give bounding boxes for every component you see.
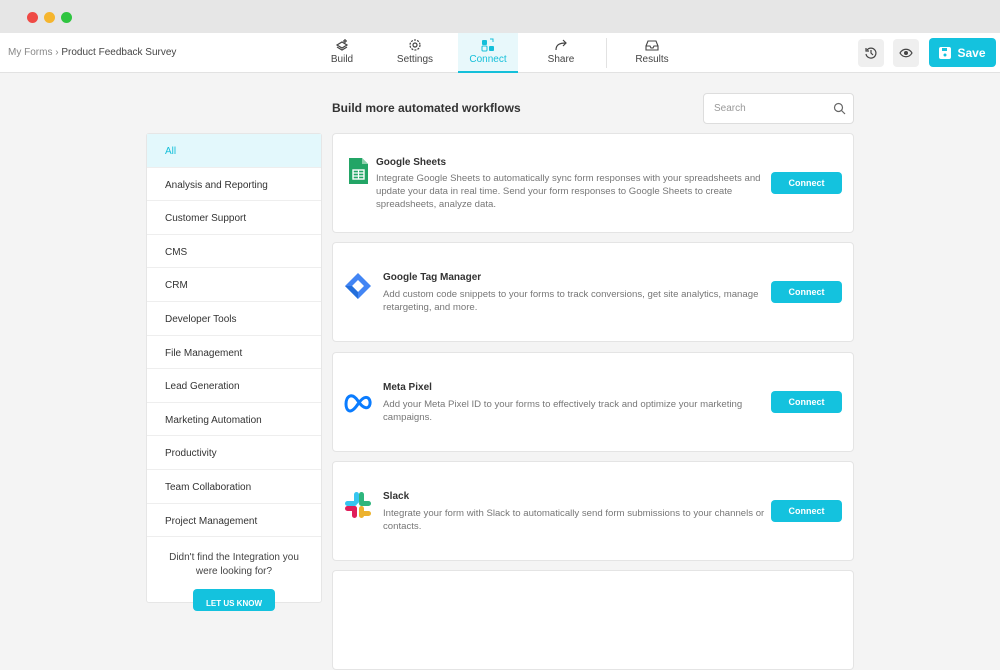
category-team-collaboration[interactable]: Team Collaboration [147,470,321,504]
integration-card-meta-pixel: Meta Pixel Add your Meta Pixel ID to you… [332,352,854,452]
breadcrumb-separator: › [55,47,59,58]
divider [606,38,607,68]
preview-button[interactable] [893,39,919,67]
category-analysis-and-reporting[interactable]: Analysis and Reporting [147,168,321,202]
save-button[interactable]: Save [929,38,996,67]
integration-name: Meta Pixel [383,382,432,393]
integration-description: Integrate your form with Slack to automa… [383,508,765,532]
category-crm[interactable]: CRM [147,268,321,302]
tab-label: Results [635,54,669,65]
tab-connect[interactable]: Connect [458,33,518,73]
connect-meta-pixel-button[interactable]: Connect [771,391,842,413]
category-customer-support[interactable]: Customer Support [147,201,321,235]
history-button[interactable] [858,39,884,67]
google-tag-manager-icon [345,273,371,299]
search-placeholder: Search [714,103,746,114]
category-developer-tools[interactable]: Developer Tools [147,302,321,336]
tab-build[interactable]: Build [312,33,372,73]
category-sidebar: All Analysis and Reporting Customer Supp… [146,133,322,612]
maximize-window-button[interactable] [61,12,72,23]
category-cms[interactable]: CMS [147,235,321,269]
top-nav: My Forms › Product Feedback Survey Build… [0,33,1000,73]
connect-icon [481,38,494,52]
tab-label: Share [547,54,575,65]
google-sheets-icon [349,158,368,184]
let-us-know-button[interactable]: LET US KNOW [193,589,275,612]
category-marketing-automation[interactable]: Marketing Automation [147,403,321,437]
connect-slack-button[interactable]: Connect [771,500,842,522]
breadcrumb: My Forms › Product Feedback Survey [8,47,176,58]
integration-card-partial [332,570,854,670]
breadcrumb-current: Product Feedback Survey [61,47,177,58]
slack-icon [345,492,371,518]
minimize-window-button[interactable] [44,12,55,23]
search-icon [833,102,846,115]
category-lead-generation[interactable]: Lead Generation [147,369,321,403]
integration-description: Add your Meta Pixel ID to your forms to … [383,399,743,423]
category-file-management[interactable]: File Management [147,336,321,370]
tab-label: Connect [469,54,507,65]
meta-icon [344,394,372,413]
integration-card-google-tag-manager: Google Tag Manager Add custom code snipp… [332,242,854,342]
integration-description: Integrate Google Sheets to automatically… [376,173,761,210]
tab-share[interactable]: Share [531,33,591,73]
category-project-management[interactable]: Project Management [147,504,321,538]
close-window-button[interactable] [27,12,38,23]
page-heading: Build more automated workflows [332,101,521,115]
tab-results[interactable]: Results [622,33,682,73]
tab-label: Settings [396,54,434,65]
help-box: Didn't find the Integration you were loo… [147,537,321,612]
category-all[interactable]: All [147,134,321,168]
integration-name: Slack [383,491,410,502]
integration-card-google-sheets: Google Sheets Integrate Google Sheets to… [332,133,854,233]
inbox-icon [645,40,659,51]
share-icon [555,39,567,51]
gear-icon [409,39,421,51]
breadcrumb-my-forms[interactable]: My Forms [8,47,53,58]
save-icon [939,46,952,59]
save-label: Save [957,45,986,60]
connect-google-sheets-button[interactable]: Connect [771,172,842,194]
integration-name: Google Tag Manager [383,272,482,283]
integration-name: Google Sheets [376,157,447,168]
tab-label: Build [330,54,354,65]
eye-icon [899,48,913,58]
window-titlebar [0,0,1000,33]
help-text: Didn't find the Integration you were loo… [169,552,299,578]
history-icon [865,47,877,59]
integration-description: Add custom code snippets to your forms t… [383,289,759,313]
connect-google-tag-manager-button[interactable]: Connect [771,281,842,303]
category-productivity[interactable]: Productivity [147,436,321,470]
tab-settings[interactable]: Settings [385,33,445,73]
integration-card-slack: Slack Integrate your form with Slack to … [332,461,854,561]
build-icon [335,39,349,51]
search-input[interactable]: Search [703,93,854,124]
